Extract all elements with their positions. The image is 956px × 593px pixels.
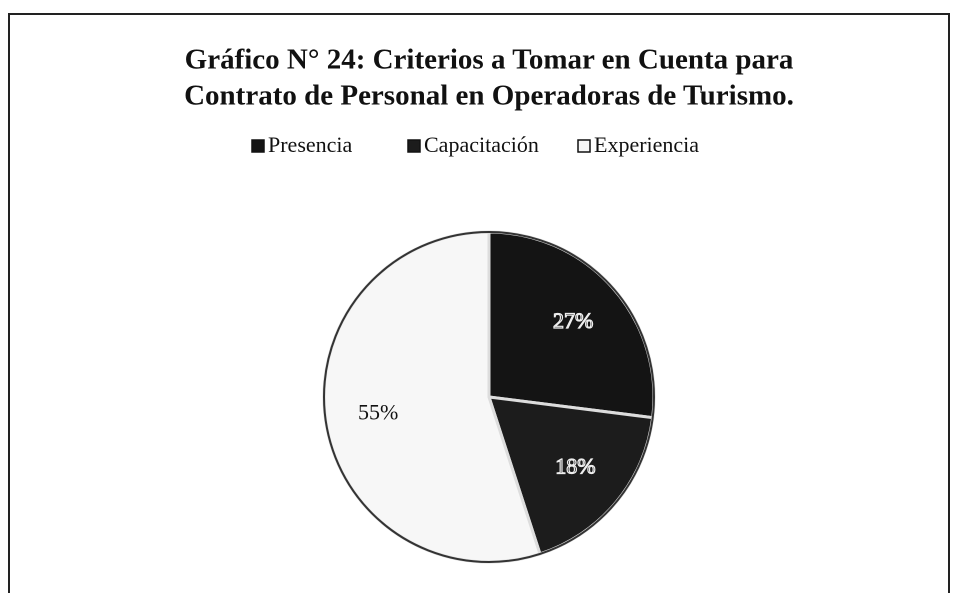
chart-title: Contrato de Personal en Operadoras de Tu… (184, 80, 794, 112)
legend-label: Presencia (268, 132, 353, 157)
chart-title: Gráfico N° 24: Criterios a Tomar en Cuen… (185, 44, 794, 76)
legend-label: Experiencia (594, 132, 699, 157)
data-label: 27% (553, 308, 593, 333)
legend-label: Capacitación (424, 132, 539, 157)
data-label: 18% (555, 454, 595, 479)
data-label: 55% (358, 400, 398, 425)
legend-swatch (577, 139, 591, 153)
legend-swatch (251, 139, 265, 153)
pie-outline (323, 231, 655, 563)
legend-swatch (407, 139, 421, 153)
